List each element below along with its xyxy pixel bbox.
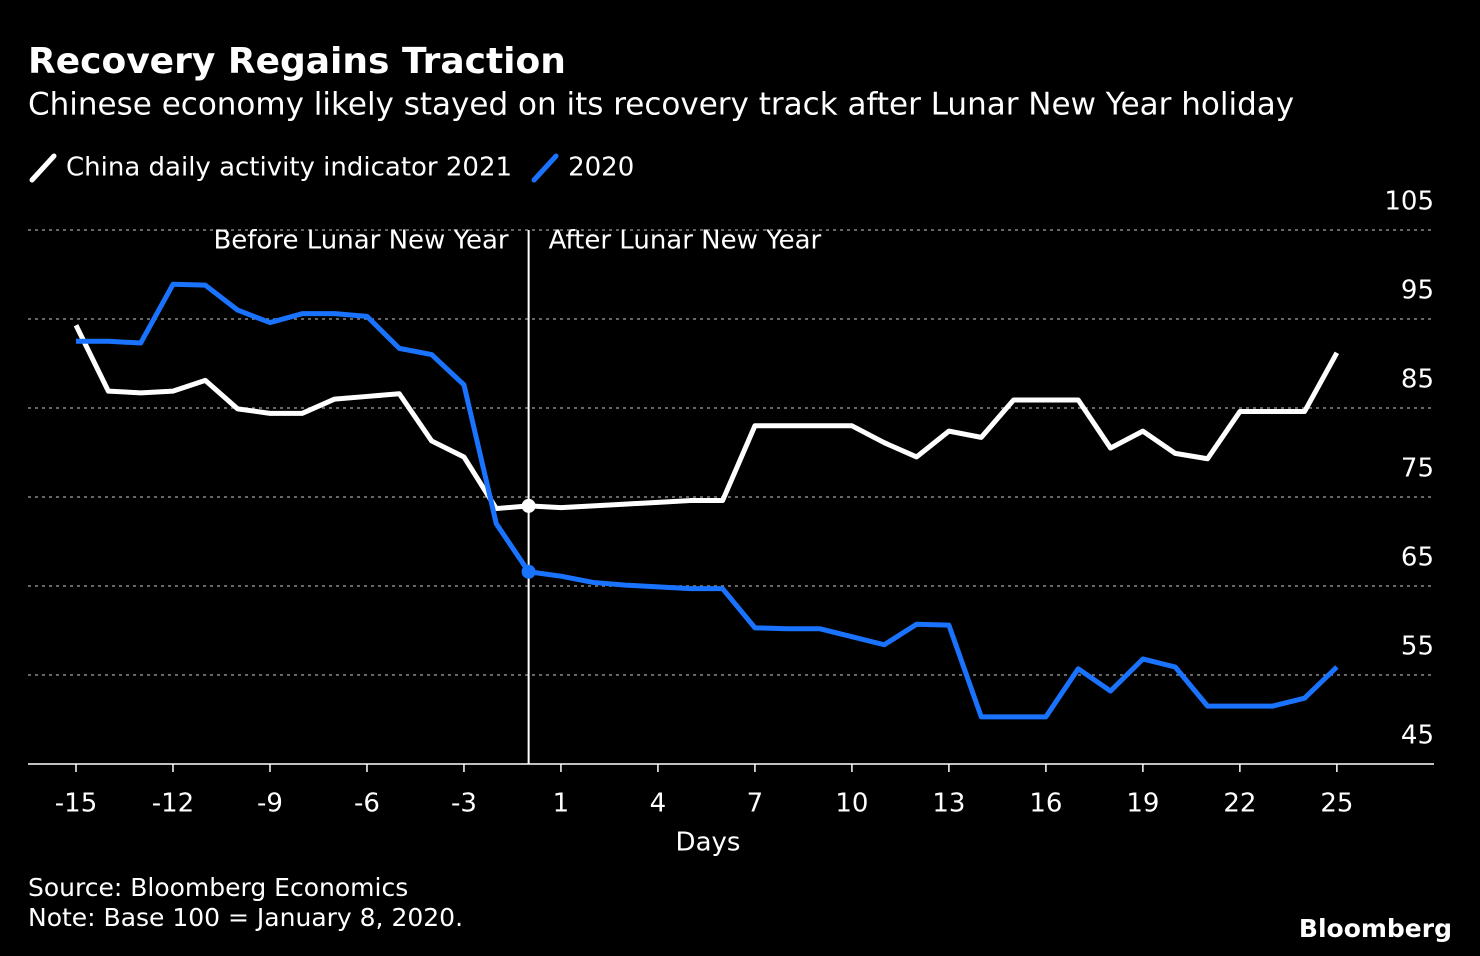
x-tick-label: 25	[1320, 789, 1353, 819]
x-tick-label: 1	[553, 789, 570, 819]
x-axis-label: Days	[676, 828, 741, 858]
x-tick-label: 19	[1126, 789, 1159, 819]
source: Source: Bloomberg Economics	[28, 873, 408, 902]
y-tick-label: 45	[1401, 721, 1434, 751]
x-tick-label: -12	[152, 789, 194, 819]
marker-dot	[521, 498, 536, 513]
series-line	[73, 324, 1340, 512]
x-tick-label: 16	[1029, 789, 1062, 819]
chart-title: Recovery Regains Traction	[28, 41, 566, 82]
chart-subtitle: Chinese economy likely stayed on its rec…	[28, 87, 1294, 123]
x-tick-label: -3	[451, 789, 477, 819]
logo: Bloomberg	[1299, 914, 1452, 943]
x-tick-label: -15	[55, 789, 97, 819]
x-tick-label: 10	[835, 789, 868, 819]
annotation: After Lunar New Year	[549, 226, 822, 256]
note: Note: Base 100 = January 8, 2020.	[28, 903, 463, 932]
x-tick-label: -6	[354, 789, 380, 819]
legend-swatch	[531, 153, 559, 183]
annotation: Before Lunar New Year	[213, 226, 508, 256]
y-tick-label: 75	[1401, 454, 1434, 484]
legend-swatch	[29, 153, 57, 183]
y-tick-label: 95	[1401, 276, 1434, 306]
y-tick-label: 85	[1401, 365, 1434, 395]
legend-label: 2020	[568, 153, 634, 183]
x-tick-label: -9	[257, 789, 283, 819]
x-tick-label: 22	[1223, 789, 1256, 819]
y-tick-label: 65	[1401, 543, 1434, 573]
series-line	[76, 281, 1339, 720]
x-tick-label: 4	[650, 789, 667, 819]
marker-dot	[521, 564, 536, 579]
y-tick-label: 105	[1384, 187, 1434, 217]
x-tick-label: 7	[747, 789, 764, 819]
y-tick-label: 55	[1401, 632, 1434, 662]
x-tick-label: 13	[932, 789, 965, 819]
legend-label: China daily activity indicator 2021	[66, 153, 512, 183]
